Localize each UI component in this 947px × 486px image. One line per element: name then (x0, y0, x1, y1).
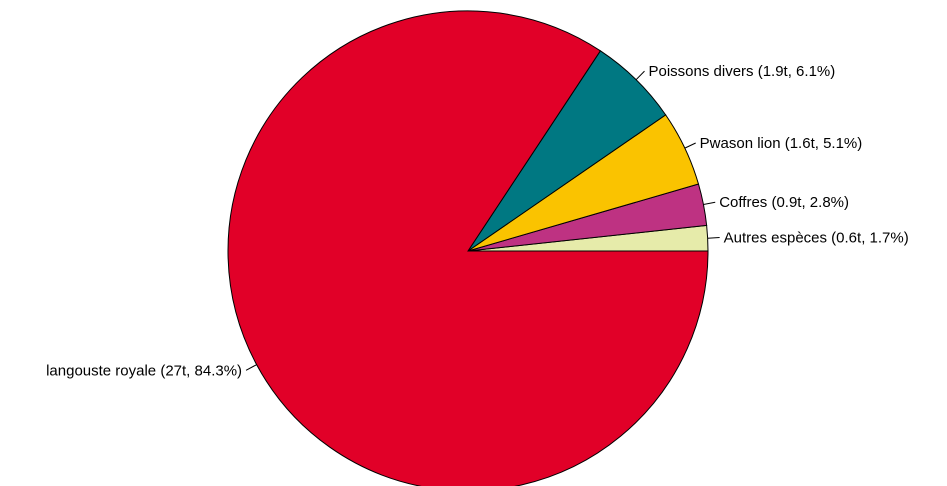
leader-line (635, 70, 645, 81)
slice-label: langouste royale (27t, 84.3%) (46, 362, 242, 379)
slice-label: Pwason lion (1.6t, 5.1%) (700, 135, 863, 152)
label-leader-lines (245, 70, 720, 371)
slice-label: Poissons divers (1.9t, 6.1%) (649, 63, 836, 80)
pie-slices (227, 10, 709, 486)
slice-labels: Autres espèces (0.6t, 1.7%) Coffres (0.9t… (46, 63, 909, 379)
leader-line (703, 201, 716, 206)
leader-line (707, 237, 720, 239)
leader-line (684, 142, 696, 149)
slice-label: Coffres (0.9t, 2.8%) (719, 194, 849, 211)
slice-label: Autres espèces (0.6t, 1.7%) (724, 230, 909, 247)
leader-line (245, 364, 257, 371)
pie-slice-langouste-royale (227, 10, 709, 486)
